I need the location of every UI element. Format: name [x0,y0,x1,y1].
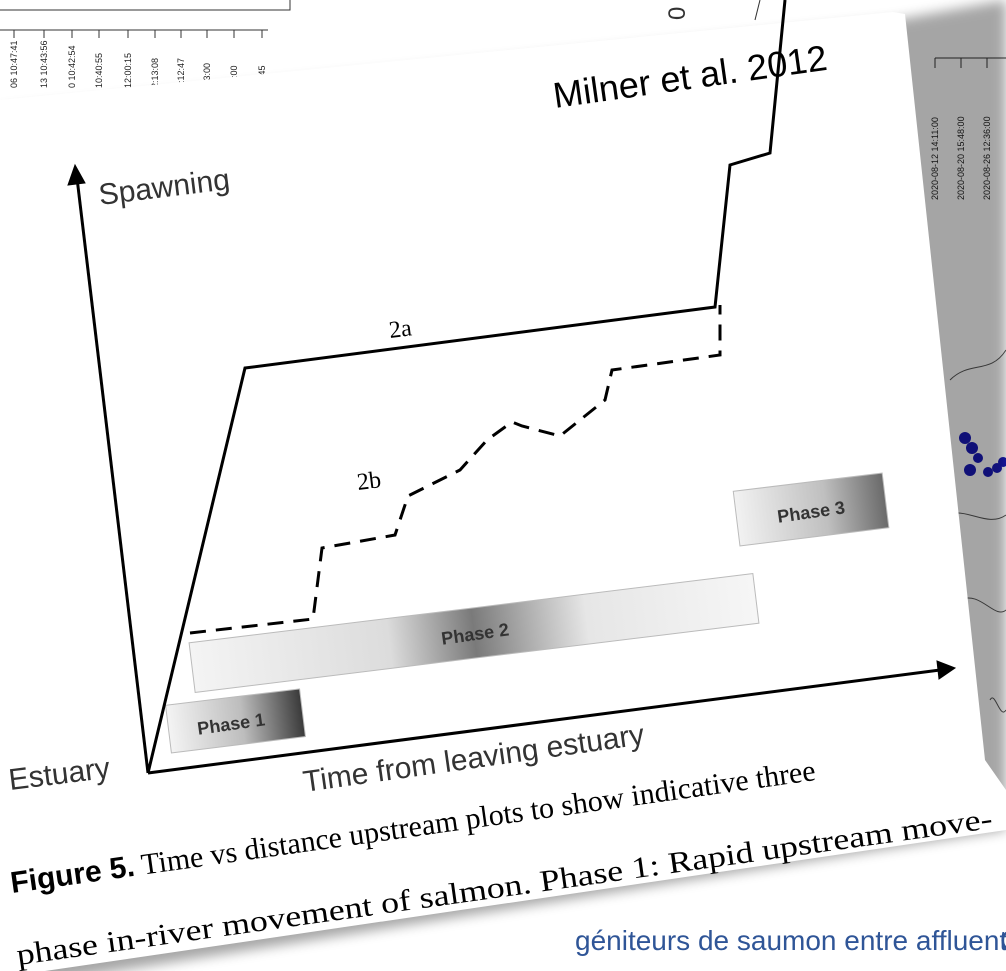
phase-box [188,573,760,693]
top-label: 0 [664,7,691,20]
tick-label: 04:00 [229,65,239,88]
arrowhead [936,660,957,680]
tick-label: 06 10:47:41 [9,40,19,88]
line-2b [189,305,722,635]
line-label: 2a [388,315,414,344]
line-label: 2b [356,467,383,496]
slide-text: géniteurs de saumon entre affluents [575,925,1006,956]
plot-frame [0,0,291,11]
diagram [67,0,957,775]
tick-label: 2:12:47 [176,58,186,88]
tick-label: 12:00:15 [123,53,133,88]
phase-box [165,688,306,754]
line-2a [146,0,787,774]
axis-line [754,0,761,21]
arrowhead [67,163,86,186]
y-axis [75,177,150,774]
tick-label: 13 10:43:56 [39,40,49,88]
phase-box [732,472,890,547]
tick-label: 10:40:55 [94,53,104,88]
tick-label: 0 10:42:54 [67,45,77,88]
tick-label: 2:13:08 [150,58,160,88]
x-axis [147,668,941,775]
tick-label: :03:00 [202,63,212,88]
slide-text: C [1000,925,1006,956]
